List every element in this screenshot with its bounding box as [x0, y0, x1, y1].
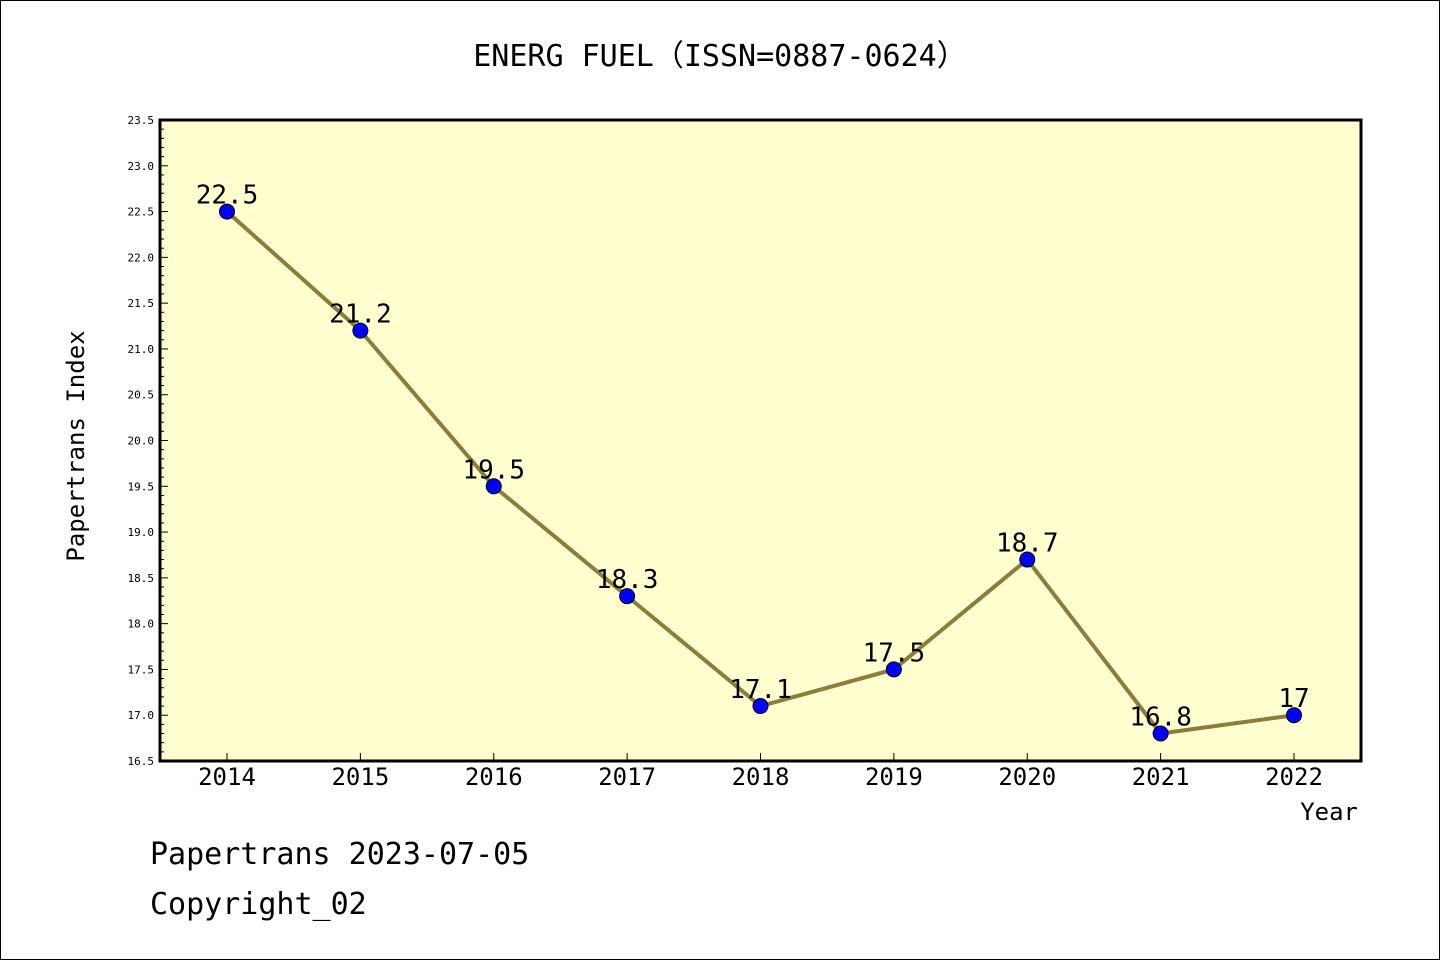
data-point [885, 661, 902, 678]
x-tick-label: 2017 [598, 763, 656, 791]
chart-title: ENERG FUEL（ISSN=0887-0624） [473, 39, 966, 74]
footer-copyright: Copyright_02 [150, 887, 367, 922]
y-tick-label: 23.0 [128, 160, 155, 173]
data-label: 21.2 [329, 300, 392, 330]
y-axis: 16.5 17.0 17.5 18.0 18.5 19.0 19.5 20.0 20.5 21.0… [128, 114, 168, 768]
y-tick-label: 19.5 [128, 480, 155, 493]
data-label: 17.5 [863, 638, 926, 668]
y-tick-label: 18.0 [128, 618, 155, 631]
y-tick-label: 20.5 [128, 389, 155, 402]
data-label: 17.1 [729, 675, 792, 705]
data-point [619, 588, 636, 605]
data-labels: 22.5 21.2 19.5 18.3 17.1 17.5 18.7 16.8 17 [196, 181, 1310, 733]
data-point [1286, 707, 1302, 724]
data-label: 16.8 [1129, 703, 1192, 733]
data-point [485, 478, 502, 495]
y-tick-label: 22.5 [128, 206, 155, 219]
y-tick-label: 23.5 [128, 114, 155, 127]
x-tick-label: 2014 [198, 763, 256, 791]
data-label: 17 [1278, 684, 1309, 714]
y-tick-label: 17.0 [128, 709, 155, 722]
plot-area [158, 118, 1363, 763]
x-axis: 2014 2015 2016 2017 2018 2019 2020 2021 2022 [198, 753, 1323, 791]
data-point [1019, 551, 1036, 568]
footer-date: Papertrans 2023-07-05 [150, 837, 529, 872]
data-point [752, 698, 769, 715]
x-tick-label: 2016 [465, 763, 523, 791]
data-label: 19.5 [462, 455, 525, 485]
data-point [219, 203, 235, 220]
x-tick-label: 2022 [1265, 763, 1323, 791]
y-axis-label: Papertrans Index [62, 330, 90, 561]
data-points [219, 203, 1302, 742]
x-tick-label: 2021 [1132, 763, 1190, 791]
y-tick-label: 18.5 [128, 572, 155, 585]
y-tick-label: 21.0 [128, 343, 155, 356]
y-tick-label: 21.5 [128, 297, 155, 310]
x-tick-label: 2015 [331, 763, 389, 791]
data-point [1152, 725, 1169, 742]
x-tick-label: 2020 [998, 763, 1056, 791]
y-tick-label: 16.5 [128, 755, 155, 768]
data-label: 18.3 [596, 565, 659, 595]
y-tick-label: 19.0 [128, 526, 155, 539]
y-tick-label: 20.0 [128, 435, 155, 448]
data-point [352, 322, 369, 339]
y-tick-label: 17.5 [128, 663, 155, 676]
x-axis-label: Year [1300, 798, 1358, 826]
x-tick-label: 2018 [732, 763, 790, 791]
x-tick-label: 2019 [865, 763, 923, 791]
data-label: 22.5 [196, 181, 259, 211]
data-label: 18.7 [996, 529, 1059, 559]
y-tick-label: 22.0 [128, 251, 155, 264]
